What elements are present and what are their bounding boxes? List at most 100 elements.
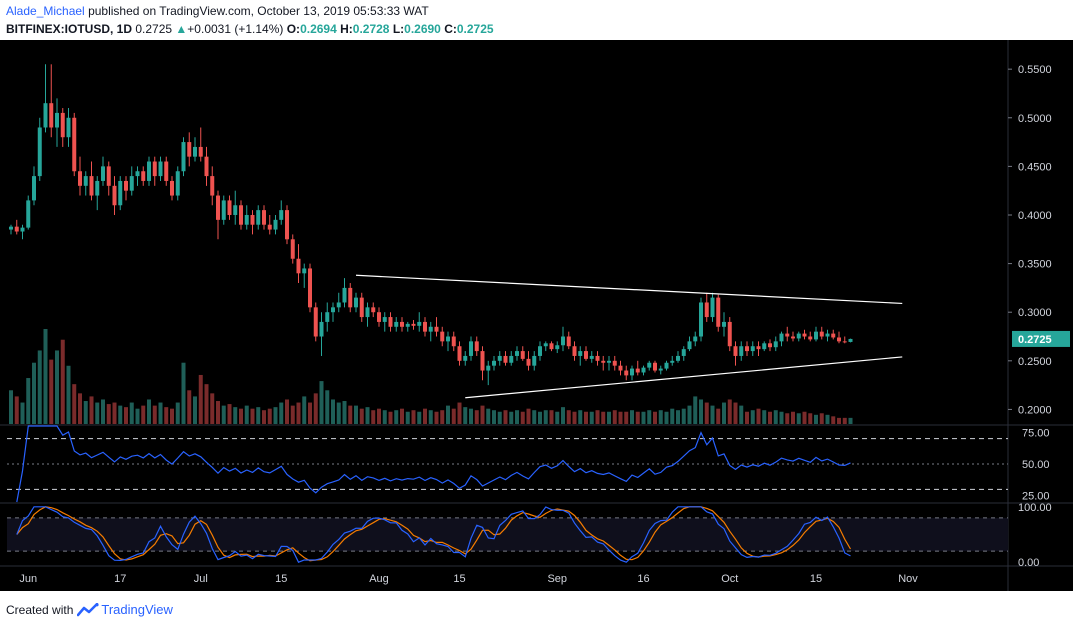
candle [446, 336, 450, 342]
candles [9, 64, 853, 386]
candle [175, 171, 180, 196]
candle [687, 341, 692, 350]
volume-bar [331, 399, 335, 424]
candle [210, 176, 215, 196]
volume-bar [716, 408, 721, 424]
chart-background [0, 40, 1073, 591]
tradingview-brand[interactable]: TradingView [101, 602, 173, 617]
price-tick-label: 0.4500 [1018, 161, 1052, 173]
volume-bar [578, 410, 583, 424]
candle [469, 341, 473, 356]
volume-bar [814, 414, 818, 424]
volume-bar [233, 407, 238, 424]
candle [325, 312, 330, 322]
volume-bar [704, 402, 709, 424]
volume-bar [750, 410, 755, 424]
volume-bar [279, 402, 284, 424]
price-chart[interactable]: 0.5500 0.5000 0.4500 0.4000 0.3500 0.3000 0.25… [0, 40, 1073, 596]
last-price: 0.2725 [135, 22, 173, 36]
volume-bar [641, 411, 646, 424]
candle [750, 346, 755, 352]
candle [55, 112, 59, 128]
candle [147, 161, 151, 181]
open-value: 0.2694 [300, 22, 337, 36]
candle [331, 307, 335, 313]
rsi-tick-label: 50.00 [1022, 459, 1050, 471]
candle [296, 258, 301, 274]
trendline [465, 356, 903, 399]
volume-bar [89, 396, 94, 424]
volume-bar [290, 405, 295, 424]
volume-bar [405, 411, 410, 424]
volume-bar [612, 410, 617, 424]
created-with-text: Created with [6, 602, 74, 617]
volume-bar [635, 411, 640, 424]
volume-bar [469, 408, 473, 424]
candle [181, 142, 186, 172]
volume-bar [348, 405, 353, 424]
candle [336, 302, 341, 308]
volume-bar [336, 402, 341, 424]
author-link[interactable]: Alade_Michael [6, 4, 85, 18]
volume-bar [198, 374, 203, 424]
price-badge-label: 0.2725 [1018, 334, 1052, 346]
candle [561, 336, 565, 346]
candle [198, 146, 203, 157]
candle [538, 346, 542, 356]
volume-bar [262, 410, 266, 424]
price-tick-label: 0.3500 [1018, 259, 1052, 271]
volume-bar [446, 405, 450, 424]
candle [106, 166, 111, 186]
price-tick-label: 0.3000 [1018, 307, 1052, 319]
volume-bar [555, 411, 560, 424]
candle [9, 226, 13, 230]
candle [825, 333, 830, 337]
volume-bar [762, 410, 767, 424]
time-tick-label: 17 [114, 573, 126, 585]
volume-bar [20, 402, 25, 424]
candle [83, 176, 88, 186]
candle [704, 302, 709, 318]
volume-bar [802, 411, 807, 424]
candle [72, 117, 77, 172]
volume-bar [204, 384, 209, 424]
volume-bar [756, 408, 761, 424]
candle [520, 351, 525, 359]
volume-bar [354, 405, 358, 424]
candle [434, 326, 439, 332]
candle [819, 331, 824, 337]
volume-bar [210, 393, 215, 424]
volume-bar [239, 408, 243, 424]
volume-bar [532, 410, 537, 424]
volume-bar [325, 390, 330, 424]
candle [474, 341, 479, 352]
candle [273, 219, 278, 230]
candle [676, 355, 680, 361]
candle [555, 345, 560, 350]
volume-bar [371, 410, 376, 424]
candle [26, 200, 31, 228]
open-label: O: [286, 22, 301, 36]
volume-bar [440, 410, 445, 424]
volume-bar [589, 411, 594, 424]
candle [60, 112, 65, 138]
volume-bar [164, 407, 169, 424]
rsi-pane [7, 425, 1008, 503]
volume-bar [187, 390, 192, 424]
volume-bar [451, 408, 456, 424]
price-tick-label: 0.4000 [1018, 210, 1052, 222]
candle [451, 336, 456, 347]
candle [101, 166, 105, 181]
rsi-line [16, 425, 851, 503]
candle [727, 321, 732, 347]
candle [227, 200, 232, 215]
candle [43, 103, 48, 128]
candle [566, 336, 571, 347]
candle [710, 297, 715, 318]
candle [405, 323, 410, 327]
candle [532, 355, 537, 366]
volume-bar [37, 350, 42, 424]
stoch-k-line [16, 506, 851, 563]
candle [152, 161, 157, 177]
volume-bar [670, 408, 675, 424]
